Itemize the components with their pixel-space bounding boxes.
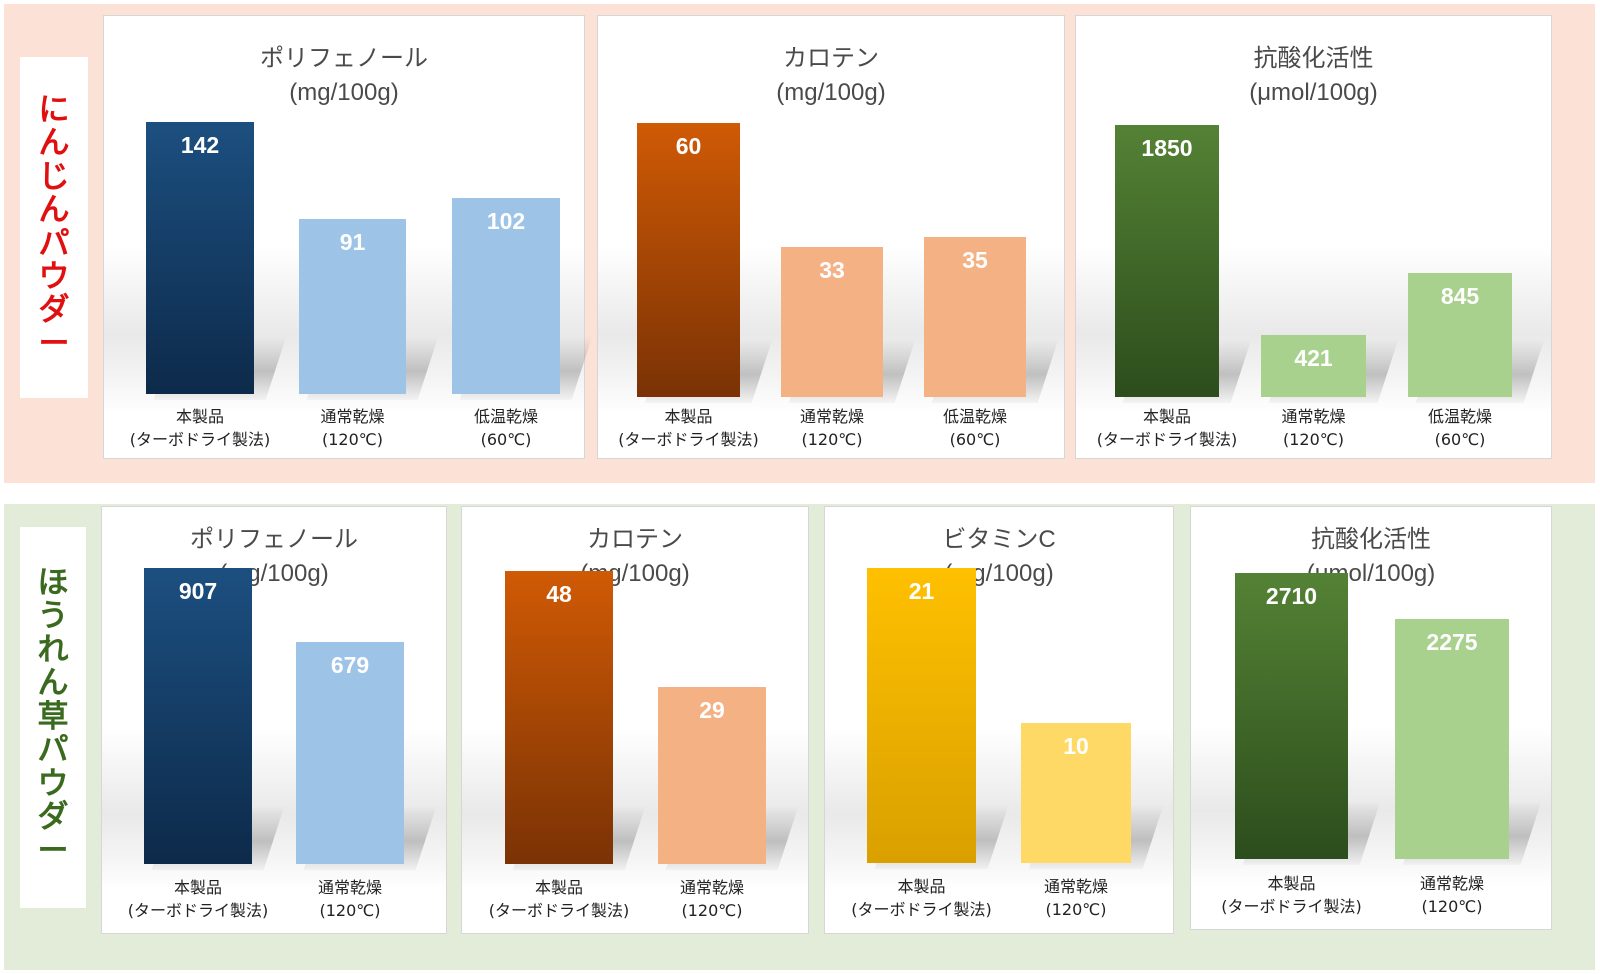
category-method: (ターボドライ製法) — [1096, 430, 1238, 449]
bar-value-label: 91 — [339, 229, 366, 255]
bar — [146, 122, 254, 394]
bar-value-label: 907 — [178, 578, 218, 604]
category-label: 通常乾燥 (120℃) — [1362, 872, 1542, 918]
category-label: 通常乾燥 (120℃) — [263, 405, 443, 451]
category-label: 低温乾燥 (60℃) — [1370, 405, 1550, 451]
bar — [781, 247, 883, 397]
bar — [505, 571, 613, 864]
bar — [1395, 619, 1509, 859]
chart-unit: (μmol/100g) — [1249, 79, 1378, 106]
category-name: 本製品 — [534, 878, 583, 897]
category-label: 低温乾燥 (60℃) — [885, 405, 1065, 451]
bar — [637, 123, 740, 397]
carrot-powder-label: にんじんパウダー — [20, 57, 88, 398]
category-method: (120℃) — [1045, 900, 1107, 919]
category-method: (60℃) — [949, 430, 1001, 449]
category-name: 通常乾燥 — [799, 407, 864, 426]
category-name: 通常乾燥 — [1281, 407, 1346, 426]
category-method: (60℃) — [1434, 430, 1486, 449]
category-label: 本製品 (ターボドライ製法) — [108, 876, 288, 922]
bar-value-label: 2275 — [1426, 629, 1478, 655]
category-method: (ターボドライ製法) — [618, 430, 759, 449]
category-label: 通常乾燥 (120℃) — [742, 405, 922, 451]
bar-value-label: 421 — [1294, 345, 1333, 371]
category-label: 本製品 (ターボドライ製法) — [1077, 405, 1257, 451]
category-label: 通常乾燥 (120℃) — [260, 876, 440, 922]
category-name: 通常乾燥 — [320, 407, 385, 426]
category-method: (120℃) — [319, 901, 381, 920]
chart-title: カロテン — [783, 45, 879, 72]
category-name: 低温乾燥 — [942, 407, 1007, 426]
category-name: 通常乾燥 — [317, 878, 382, 897]
bar — [658, 687, 766, 864]
category-method: (120℃) — [322, 430, 383, 449]
chart-title: 抗酸化活性 — [1311, 526, 1431, 553]
category-method: (60℃) — [480, 430, 532, 449]
bar-value-label: 679 — [330, 652, 370, 678]
category-method: (120℃) — [801, 430, 863, 449]
bar — [1235, 573, 1348, 859]
category-label: 通常乾燥 (120℃) — [622, 876, 802, 922]
category-method: (ターボドライ製法) — [488, 901, 630, 920]
chart-title: ポリフェノール — [190, 526, 358, 553]
bar-value-label: 1850 — [1141, 135, 1193, 161]
category-name: 低温乾燥 — [1427, 407, 1492, 426]
spinach-powder-label: ほうれん草パウダー — [20, 527, 86, 908]
category-name: 本製品 — [1142, 407, 1191, 426]
category-name: 通常乾燥 — [679, 878, 744, 897]
category-name: 本製品 — [897, 877, 946, 896]
category-name: 本製品 — [173, 878, 222, 897]
bar — [1408, 273, 1512, 397]
chart-title: カロテン — [587, 526, 683, 553]
bar — [1115, 125, 1219, 397]
bar — [452, 198, 560, 394]
category-name: 本製品 — [664, 407, 713, 426]
bar — [296, 642, 404, 864]
category-name: 本製品 — [1267, 874, 1316, 893]
chart-unit: (mg/100g) — [776, 79, 886, 106]
bar-value-label: 60 — [675, 133, 702, 159]
bar-value-label: 29 — [699, 697, 725, 723]
bar-value-label: 142 — [180, 132, 220, 158]
bar — [924, 237, 1026, 397]
bar-value-label: 2710 — [1265, 583, 1318, 609]
bar — [867, 568, 976, 863]
category-label: 通常乾燥 (120℃) — [986, 875, 1166, 921]
category-method: (120℃) — [1283, 430, 1344, 449]
category-name: 本製品 — [175, 407, 224, 426]
bar — [144, 568, 252, 864]
category-label: 本製品 (ターボドライ製法) — [469, 876, 649, 922]
bar-value-label: 21 — [908, 578, 935, 604]
bar-value-label: 35 — [962, 247, 988, 273]
bar-value-label: 102 — [486, 208, 526, 234]
category-label: 本製品 (ターボドライ製法) — [1202, 872, 1382, 918]
bar-value-label: 10 — [1063, 733, 1089, 759]
chart-title: ビタミンC — [942, 526, 1056, 553]
category-name: 通常乾燥 — [1419, 874, 1484, 893]
category-label: 本製品 (ターボドライ製法) — [599, 405, 779, 451]
chart-title: ポリフェノール — [260, 45, 428, 72]
category-method: (120℃) — [1421, 897, 1483, 916]
category-method: (ターボドライ製法) — [129, 430, 271, 449]
category-name: 通常乾燥 — [1043, 877, 1108, 896]
chart-unit: (mg/100g) — [289, 79, 399, 106]
category-label: 本製品 (ターボドライ製法) — [832, 875, 1012, 921]
category-name: 低温乾燥 — [473, 407, 538, 426]
group-label-text: ほうれん草パウダー — [37, 564, 69, 869]
group-label-text: にんじんパウダー — [38, 91, 70, 362]
category-method: (ターボドライ製法) — [1221, 897, 1362, 916]
category-method: (ターボドライ製法) — [127, 901, 269, 920]
chart-title: 抗酸化活性 — [1253, 45, 1374, 72]
bar — [299, 219, 406, 394]
category-method: (ターボドライ製法) — [851, 900, 992, 919]
category-label: 低温乾燥 (60℃) — [416, 405, 596, 451]
category-method: (120℃) — [681, 901, 743, 920]
bar-value-label: 33 — [819, 257, 845, 283]
category-label: 通常乾燥 (120℃) — [1224, 405, 1404, 451]
category-label: 本製品 (ターボドライ製法) — [110, 405, 290, 451]
bar-value-label: 48 — [546, 581, 572, 607]
bar-value-label: 845 — [1440, 283, 1480, 309]
bar — [1021, 723, 1131, 863]
bar — [1261, 335, 1366, 397]
